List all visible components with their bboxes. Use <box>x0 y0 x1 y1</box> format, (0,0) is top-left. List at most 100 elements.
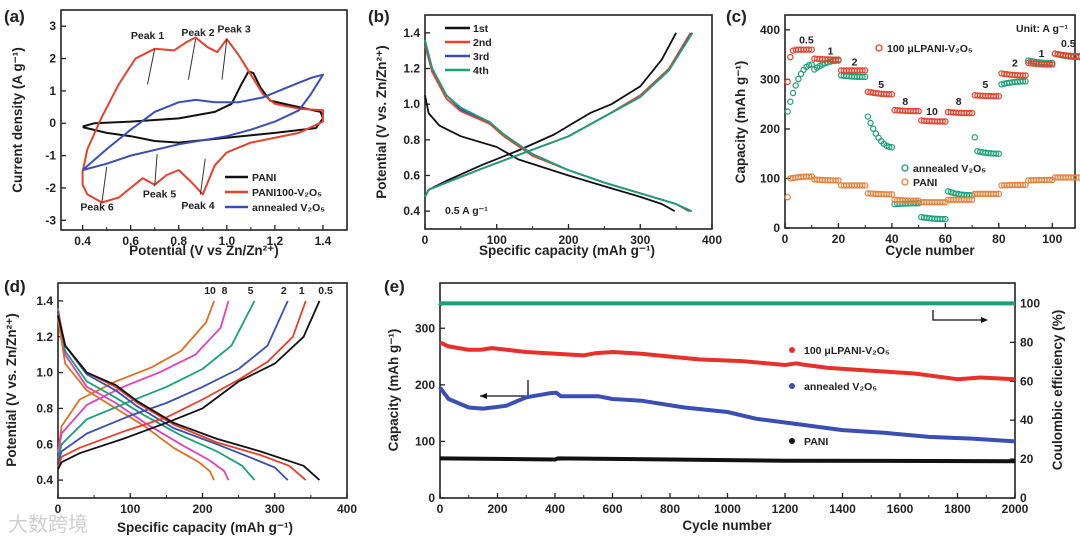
rate-label: 0.5 <box>318 285 333 297</box>
data-point <box>808 61 815 68</box>
left-axis-arrow-icon <box>480 380 529 397</box>
x-tick-label: 300 <box>265 502 285 516</box>
y2-axis-title: Coulombic efficiency (%) <box>1050 310 1065 471</box>
x-tick-label: 200 <box>487 502 507 516</box>
x-tick-label: 0.4 <box>74 234 91 248</box>
data-point <box>805 46 813 53</box>
data-point <box>784 108 791 115</box>
legend-marker <box>901 178 909 186</box>
legend-marker <box>789 383 795 389</box>
y-tick-label: 1.4 <box>36 294 53 308</box>
data-point <box>939 215 946 223</box>
x-tick-label: 200 <box>192 502 212 516</box>
watermark: 大数跨境 <box>8 513 88 536</box>
charge-curve <box>424 32 694 198</box>
x-tick-label: 100 <box>1042 232 1062 246</box>
panel-label: (e) <box>384 277 405 296</box>
data-point <box>888 91 896 98</box>
legend-marker <box>789 438 795 444</box>
data-point <box>992 190 1000 198</box>
x-tick-label: 0 <box>422 233 429 247</box>
panel-label: (b) <box>368 7 390 26</box>
data-point <box>832 56 839 63</box>
y2-tick-label: 100 <box>1020 296 1040 310</box>
data-point <box>1075 52 1080 60</box>
x-tick-label: 1000 <box>714 502 741 516</box>
rate-label: 2 <box>281 285 287 297</box>
data-point <box>870 125 877 132</box>
data-point <box>835 56 842 63</box>
discharge-curve <box>424 95 676 212</box>
cycling-trace <box>438 301 1015 307</box>
data-point <box>1075 174 1080 181</box>
data-point <box>1019 181 1027 189</box>
panel-label: (d) <box>4 277 26 296</box>
data-point <box>1073 52 1080 60</box>
cycling-trace <box>439 340 1016 382</box>
arrowhead-icon <box>981 317 988 323</box>
arrowhead-icon <box>480 393 487 399</box>
rate-label: 10 <box>204 285 216 297</box>
x-tick-label: 200 <box>558 233 578 247</box>
data-point <box>992 93 1000 100</box>
y-tick-label: 3 <box>49 19 56 33</box>
x-tick-label: 1.2 <box>267 234 284 248</box>
y-axis-title: Capacity (mAh g⁻¹) <box>733 61 748 184</box>
x-tick-label: 100 <box>487 233 507 247</box>
y-tick-label: 200 <box>415 378 435 392</box>
rate-label: 8 <box>902 96 908 108</box>
data-point <box>832 177 839 184</box>
data-point <box>859 182 866 189</box>
discharge-curve <box>424 41 691 213</box>
y-tick-label: 100 <box>760 171 780 185</box>
y-axis-title: Potential (V vs. Zn/Zn²⁺) <box>4 313 19 466</box>
y-tick-label: 200 <box>760 122 780 136</box>
y-tick-label: 100 <box>415 434 435 448</box>
data-point <box>888 191 896 198</box>
plot-frame <box>784 14 1076 229</box>
data-point <box>789 89 797 97</box>
data-point <box>859 73 866 81</box>
data-point <box>1022 72 1029 79</box>
data-point <box>784 78 791 86</box>
panel-label: (a) <box>4 7 25 26</box>
x-tick-label: 0.8 <box>170 234 187 248</box>
y-tick-label: 0.6 <box>36 437 53 451</box>
data-point <box>805 173 813 180</box>
legend-label: PANI <box>804 436 828 448</box>
x-tick-label: 1.4 <box>315 234 332 248</box>
y-axis-title: Potential (V vs. Zn/Zn²⁺) <box>374 45 389 198</box>
current-density-label: 0.5 A g⁻¹ <box>445 205 488 217</box>
data-point <box>995 93 1003 100</box>
plot-frame <box>439 282 1016 499</box>
x-axis-title: Potential (V vs Zn/Zn²⁺) <box>129 243 279 258</box>
data-point <box>942 215 949 223</box>
legend-marker <box>789 347 795 353</box>
x-axis-title: Cycle number <box>885 243 975 258</box>
legend-label: 100 μLPANI-V₂O₅ <box>804 345 890 357</box>
discharge-curve <box>57 307 230 481</box>
y-tick-label: 1 <box>49 84 56 98</box>
annotation-line <box>154 153 158 187</box>
legend-marker <box>875 44 883 52</box>
y-tick-label: 0 <box>773 221 780 235</box>
data-point <box>888 144 896 151</box>
rate-label: 5 <box>983 79 989 91</box>
annotation-line <box>147 48 156 85</box>
rate-label: 8 <box>222 285 228 297</box>
y-tick-label: 0.4 <box>36 473 53 487</box>
y-tick-label: 1.2 <box>403 62 420 76</box>
y-tick-label: 1.4 <box>403 26 420 40</box>
plot-frame <box>60 9 348 231</box>
y-tick-label: 1.0 <box>36 366 53 380</box>
annotation-line <box>199 158 206 195</box>
x-axis-title: Cycle number <box>682 518 772 533</box>
charge-curve <box>424 32 677 198</box>
y-tick-label: 400 <box>760 23 780 37</box>
data-point <box>861 182 869 189</box>
peak-label: Peak 1 <box>131 30 164 42</box>
data-point <box>915 107 922 115</box>
x-tick-label: 0 <box>782 232 789 246</box>
charge-curve <box>57 300 321 470</box>
data-point <box>968 109 976 117</box>
